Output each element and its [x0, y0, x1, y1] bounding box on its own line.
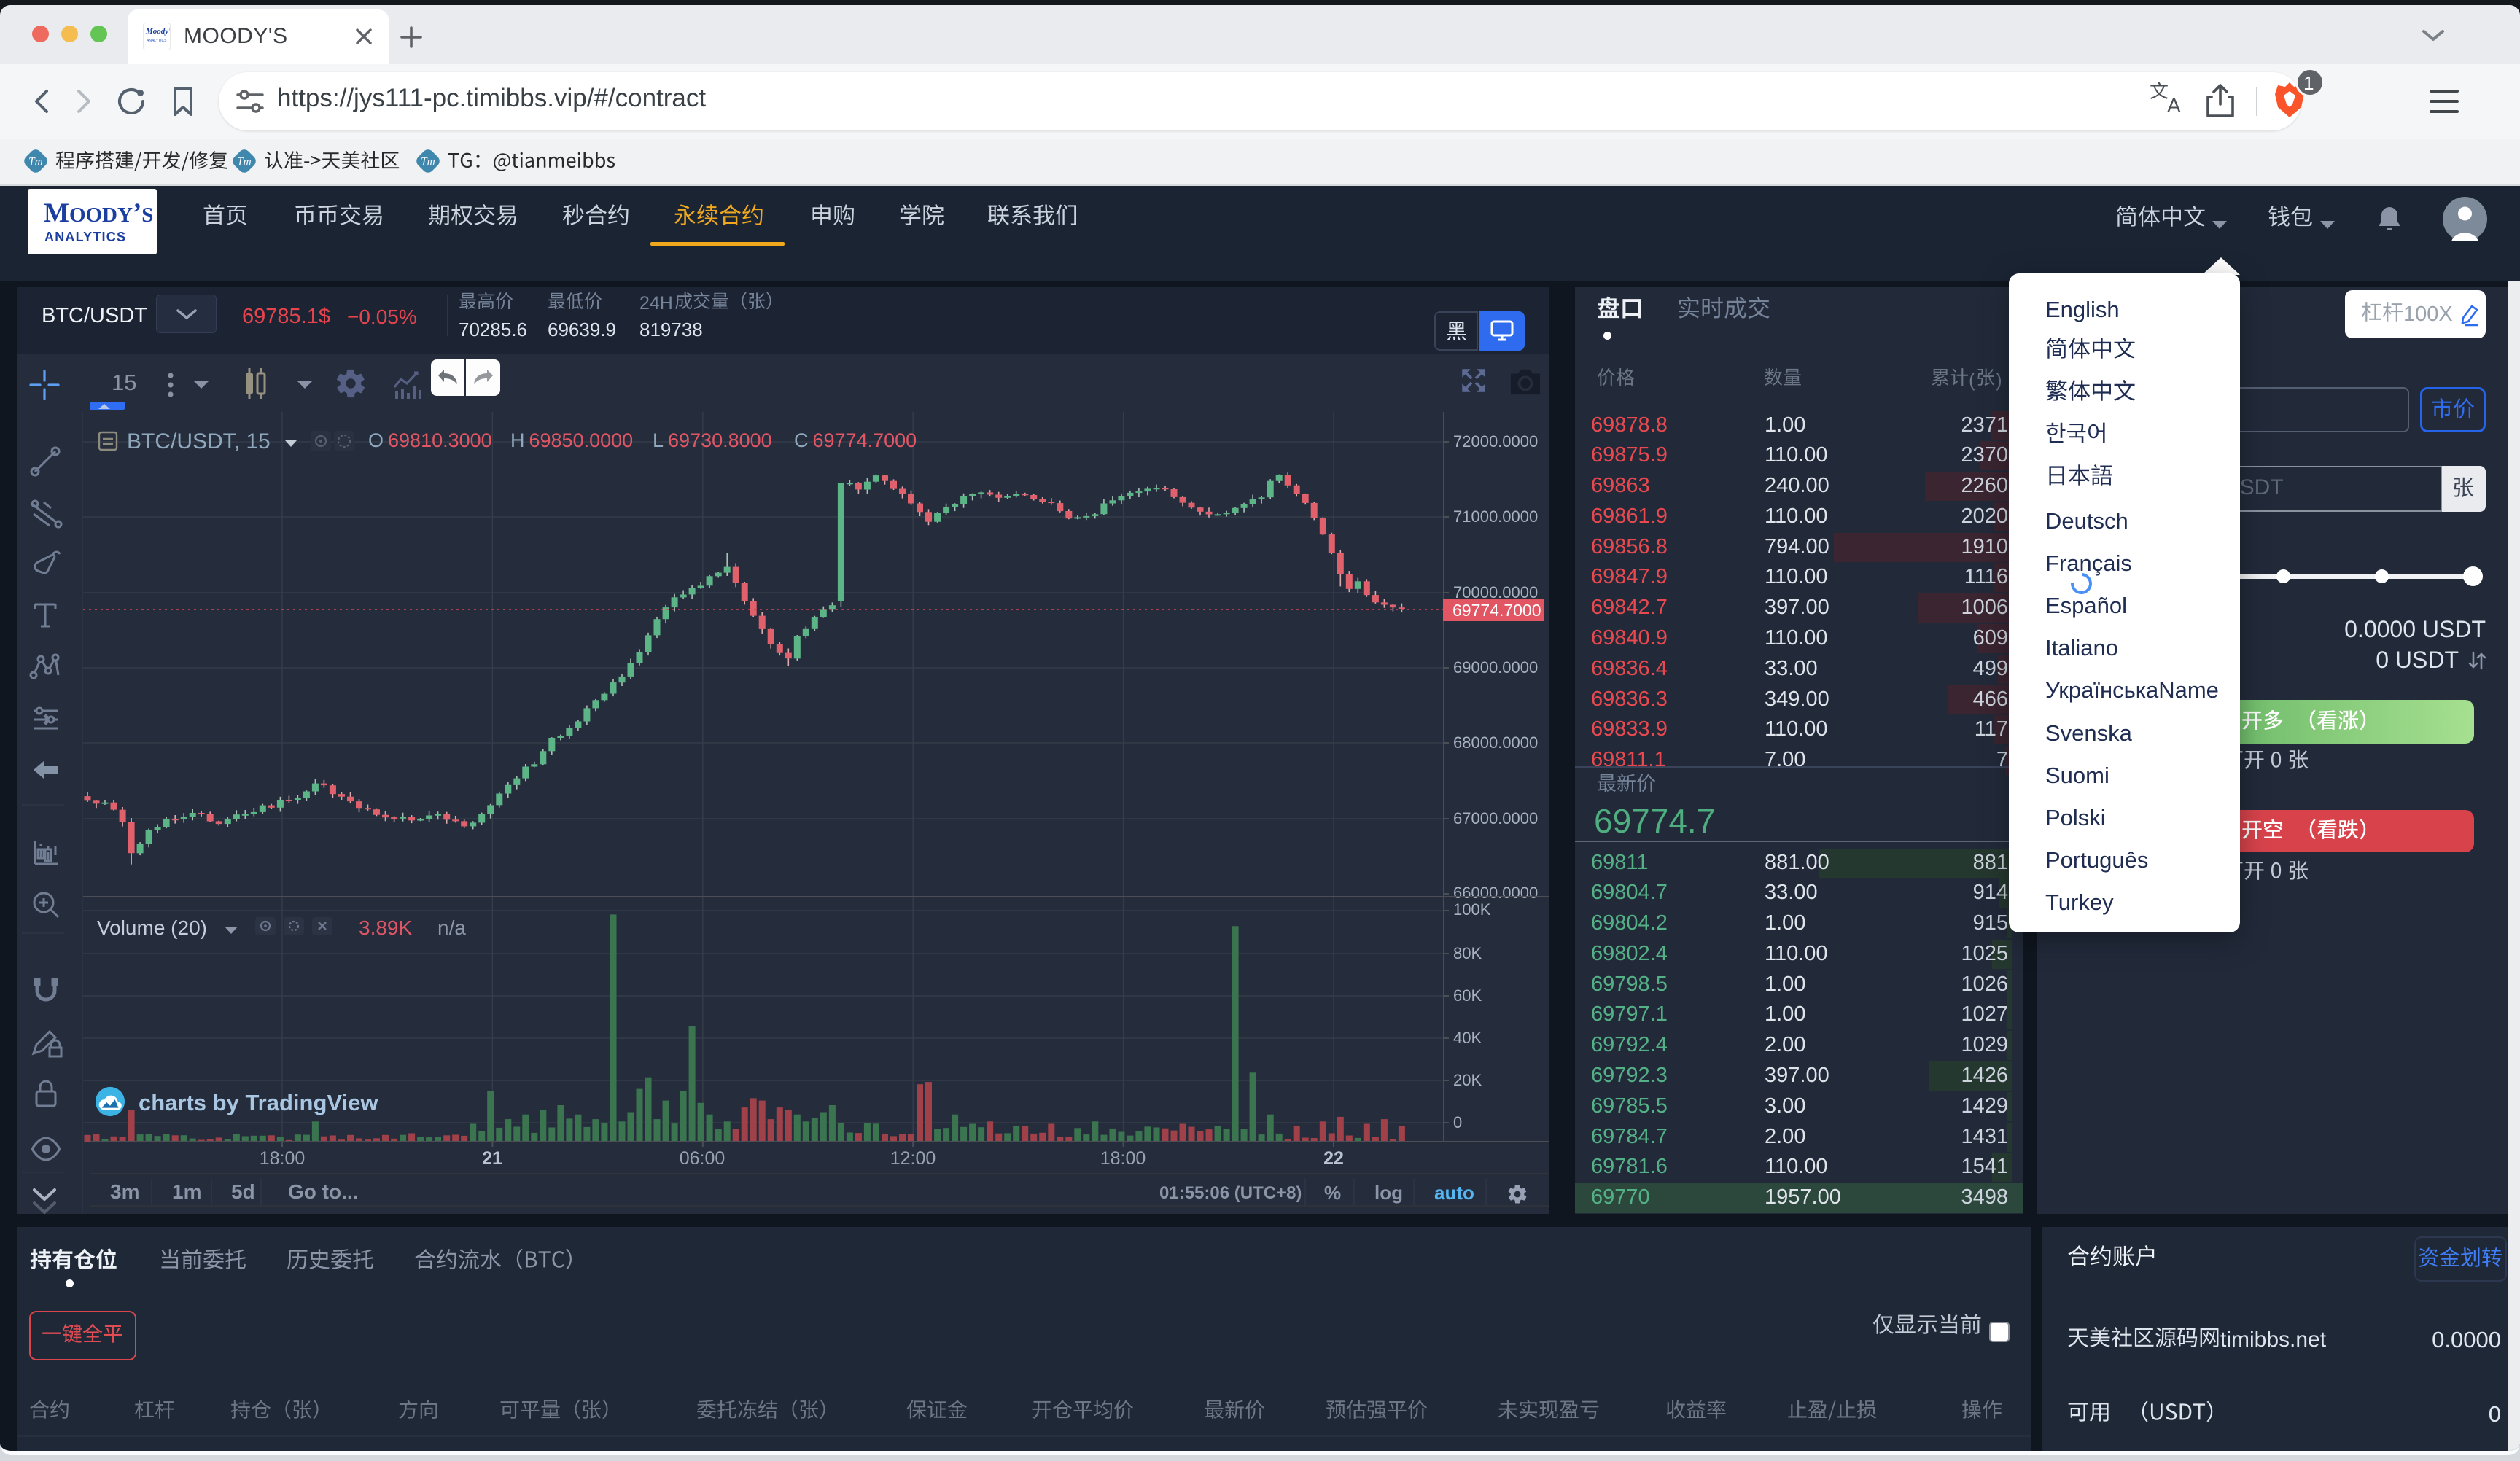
svg-text:Tm: Tm	[237, 155, 252, 168]
svg-text:Tm: Tm	[421, 155, 435, 168]
svg-text:Tm: Tm	[28, 155, 43, 168]
